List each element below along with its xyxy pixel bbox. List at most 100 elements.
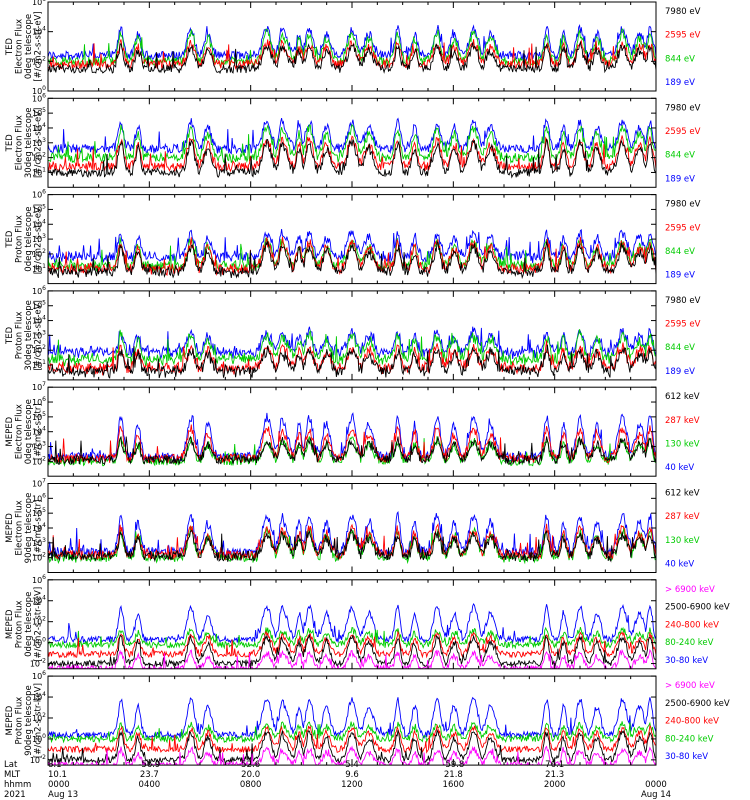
annotation-value: Aug 14 — [641, 790, 671, 800]
legend-entry: 30-80 keV — [665, 752, 708, 762]
y-tick-label: 103 — [32, 329, 46, 340]
y-tick-label: 104 — [32, 691, 46, 702]
legend-entry: 2500-6900 keV — [665, 699, 730, 709]
y-axis-label-line-4: [#/cm2-s-str-eV] — [34, 11, 44, 81]
trace-2595-ev — [48, 135, 656, 173]
legend-entry: 30-80 keV — [665, 656, 708, 666]
y-axis-label-line-3: 0deg telescope — [24, 206, 34, 271]
annotation-value: 0800 — [240, 780, 262, 790]
legend-entry: 844 eV — [665, 151, 695, 161]
annotation-value: Aug 13 — [48, 790, 78, 800]
y-axis-label-line-3: 0deg telescope — [24, 14, 34, 79]
legend-entry: 844 eV — [665, 247, 695, 257]
y-tick-label: 10-2 — [30, 658, 46, 669]
y-tick-label: 103 — [32, 233, 46, 244]
annotation-value: 8.1 — [48, 760, 62, 770]
legend-entry: 844 eV — [665, 54, 695, 64]
panel-3: 101 102 103 104 105 106 TED Proton Flux 0deg tel… — [5, 189, 701, 285]
y-tick-label: 102 — [32, 616, 46, 627]
legend-entry: 80-240 keV — [665, 638, 714, 648]
annotation-value: 1200 — [341, 780, 363, 790]
panel-3-frame — [47, 194, 657, 285]
trace-189-ev — [48, 229, 656, 264]
trace-189-ev — [48, 326, 656, 361]
annotation-row-label: hhmm — [4, 780, 31, 790]
y-tick-label: 106 — [32, 285, 46, 296]
y-axis-label-line-2: Electron Flux — [15, 404, 25, 459]
y-axis-label-line-2: Proton Flux — [15, 215, 25, 263]
y-tick-label: 105 — [32, 203, 46, 214]
annotation-row-label: Lat — [4, 760, 18, 770]
annotation-value: 0000 — [48, 780, 70, 790]
y-tick-label: 107 — [32, 381, 46, 392]
trace-612-kev — [48, 528, 656, 563]
y-axis-label-line-1: MEPED — [5, 513, 15, 543]
panel-7: 10-2 100 102 104 106 MEPED Proton Flux 0deg tel… — [5, 574, 730, 670]
legend-entry: 2595 eV — [665, 31, 701, 41]
y-tick-label: 105 — [32, 411, 46, 422]
y-tick-label: 102 — [32, 344, 46, 355]
y-tick-label: 102 — [32, 248, 46, 259]
trace-7980-ev — [48, 138, 656, 179]
y-tick-label: 101 — [32, 359, 46, 370]
y-axis-label-line-3: 0deg telescope — [24, 592, 34, 657]
legend-entry: 189 eV — [665, 367, 695, 377]
trace-130-kev — [48, 436, 656, 468]
trace-30-80-kev — [48, 603, 656, 645]
y-tick-label: 106 — [32, 92, 46, 103]
y-axis-label-line-3: 30deg telescope — [24, 107, 34, 178]
panel-4: 101 102 103 104 105 106 TED Proton Flux 30deg te… — [5, 285, 701, 381]
y-tick-label: 104 — [32, 595, 46, 606]
legend-entry: > 6900 keV — [665, 681, 715, 691]
y-tick-label: 106 — [32, 189, 46, 200]
y-tick-label: 104 — [32, 522, 46, 533]
y-axis-label-line-2: Electron Flux — [15, 19, 25, 74]
trace-287-kev — [48, 522, 656, 561]
y-tick-label: 10-2 — [30, 754, 46, 765]
y-tick-label: 102 — [32, 712, 46, 723]
panel-5: 102 103 104 105 106 107 MEPED Electron Flux 0deg… — [5, 381, 700, 477]
y-tick-label: 104 — [32, 122, 46, 133]
annotation-value: -59.8 — [442, 760, 464, 770]
annotation-value: 10.1 — [48, 770, 67, 780]
legend-entry: 2595 eV — [665, 320, 701, 330]
y-axis-label-line-1: MEPED — [5, 705, 15, 735]
annotation-value: 20.0 — [241, 770, 260, 780]
y-tick-label: 106 — [32, 396, 46, 407]
panel-2: 101 102 103 104 105 106 TED Electron Flux 30deg … — [5, 92, 701, 188]
y-axis-label-line-2: Electron Flux — [15, 115, 25, 170]
y-axis-label-line-4: [#/cm2-s-str-eV] — [34, 204, 44, 274]
y-tick-label: 105 — [32, 300, 46, 311]
y-axis-label-line-2: Proton Flux — [15, 600, 25, 648]
legend-entry: 240-800 keV — [665, 717, 719, 727]
legend-entry: 2595 eV — [665, 127, 701, 137]
panel-5-frame — [47, 386, 657, 477]
trace-7980-ev — [48, 40, 656, 75]
annotation-row-label: MLT — [4, 770, 21, 780]
trace-30-80-kev — [48, 696, 656, 740]
annotation-value: 5.4 — [345, 760, 359, 770]
legend-entry: 189 eV — [665, 174, 695, 184]
legend-entry: 844 eV — [665, 343, 695, 353]
y-tick-label: 104 — [32, 218, 46, 229]
legend-entry: 2595 eV — [665, 223, 701, 233]
panel-4-traces — [48, 326, 656, 379]
y-axis-label-line-4: [#/cm2-s-str-keV] — [34, 587, 44, 662]
legend-entry: 240-800 keV — [665, 620, 719, 630]
trace-7980-ev — [48, 241, 656, 280]
legend-entry: 80-240 keV — [665, 734, 714, 744]
panel-5-traces — [48, 412, 656, 468]
trace-80-240-kev — [48, 721, 656, 744]
legend-entry: 7980 eV — [665, 200, 701, 210]
y-tick-label: 100 — [32, 733, 46, 744]
legend-entry: 189 eV — [665, 78, 695, 88]
y-axis-label-line-4: [#/cm2-s-str-keV] — [34, 683, 44, 758]
trace-240-800-kev — [48, 723, 656, 754]
trace-844-ev — [48, 123, 656, 164]
legend-entry: 7980 eV — [665, 7, 701, 17]
legend-entry: 287 keV — [665, 416, 700, 426]
legend-entry: 287 keV — [665, 512, 700, 522]
annotation-value: 0400 — [139, 780, 161, 790]
